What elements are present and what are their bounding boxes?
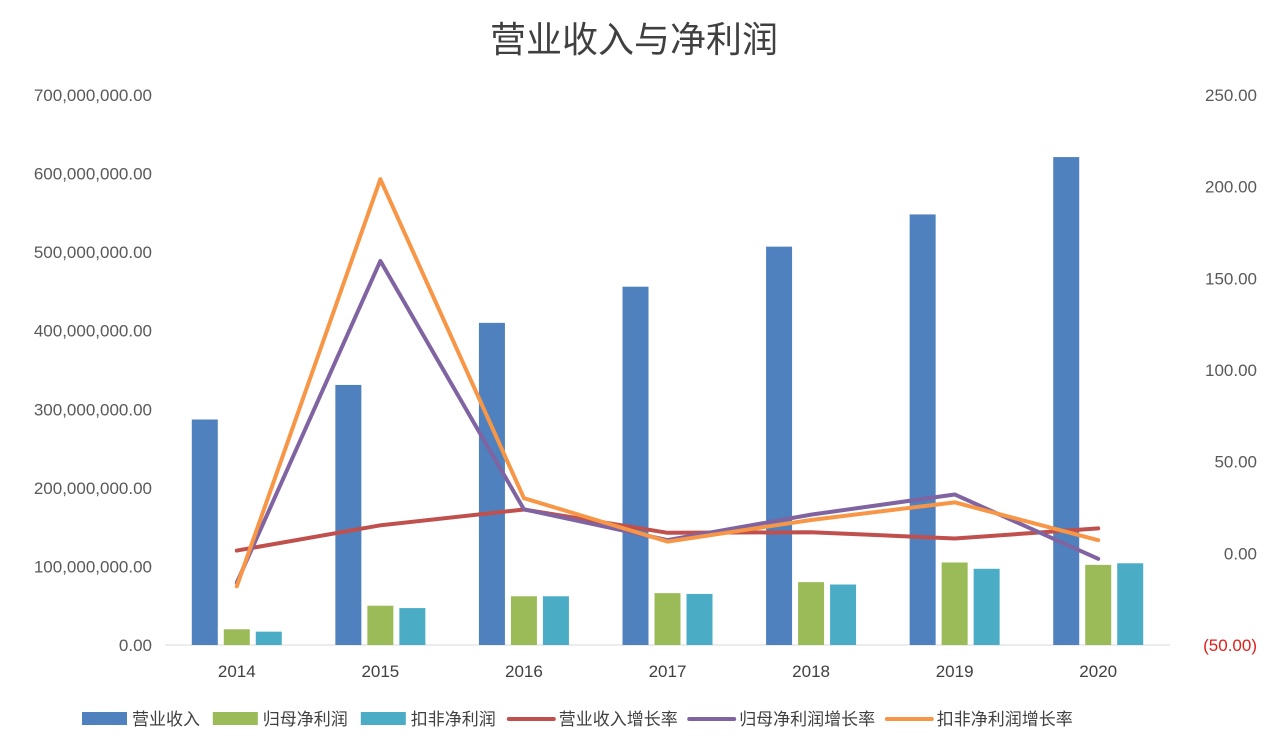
bar-1-2017 [622,286,649,645]
left-axis-tick-label: 700,000,000.00 [34,86,152,105]
bar-2-2015 [367,605,394,645]
legend-swatch-bar [212,712,258,725]
bar-1-2020 [1053,157,1080,646]
left-axis-tick-label: 500,000,000.00 [34,243,152,262]
legend-label: 归母净利润 [263,710,348,730]
x-axis-tick-label: 2015 [361,662,399,681]
legend-label: 扣非净利润 [411,710,496,730]
line-series-group [234,177,1101,589]
right-axis-tick-label: 50.00 [1214,453,1257,472]
x-axis-tick-label: 2016 [505,662,543,681]
bar-1-2015 [335,384,362,645]
legend-label: 营业收入 [132,710,200,730]
x-axis-tick-label: 2014 [218,662,256,681]
left-axis-tick-label: 0.00 [119,636,152,655]
x-axis-tick-label: 2018 [792,662,830,681]
bar-2-2018 [798,582,825,645]
legend-label: 归母净利润增长率 [739,710,875,730]
x-axis-tick-label: 2017 [649,662,687,681]
x-axis-tick-label: 2020 [1079,662,1117,681]
bar-2-2016 [510,596,537,645]
bar-2-2014 [223,629,250,645]
right-axis-tick-label: 200.00 [1205,178,1257,197]
bar-series-group [191,157,1144,646]
bar-2-2019 [941,562,968,645]
chart-title: 营业收入与净利润 [490,20,778,61]
left-axis-tick-label: 200,000,000.00 [34,479,152,498]
bar-1-2016 [478,322,505,645]
bar-1-2014 [191,419,218,645]
bar-2-2017 [654,593,681,645]
right-axis-tick-label: (50.00) [1203,636,1257,655]
bar-3-2017 [686,593,713,645]
bar-1-2018 [766,246,793,645]
left-axis-tick-label: 300,000,000.00 [34,400,152,419]
bar-2-2020 [1085,564,1112,645]
legend-swatch-bar [82,712,127,725]
left-axis-tick-label: 100,000,000.00 [34,557,152,576]
bar-3-2015 [399,608,426,645]
legend: 营业收入 归母净利润 扣非净利润 营业收入增长率 归母净利润增长率 扣非净利润增长率 [82,710,1073,730]
x-axis-tick-label: 2019 [936,662,974,681]
bar-3-2016 [542,596,569,645]
legend-label: 营业收入增长率 [559,710,678,730]
left-axis: 0.00 100,000,000.00 200,000,000.00 300,000,… [34,86,152,655]
line-series-1 [234,507,1101,553]
bar-3-2014 [255,631,282,645]
legend-swatch-bar [360,712,406,725]
right-axis-tick-label: 100.00 [1205,361,1257,380]
left-axis-tick-label: 400,000,000.00 [34,322,152,341]
right-axis: (50.00) 0.00 50.00 100.00 150.00 200.00 250.00 [1203,86,1257,655]
bar-1-2019 [909,214,936,645]
legend-label: 扣非净利润增长率 [937,710,1073,730]
left-axis-tick-label: 600,000,000.00 [34,165,152,184]
right-axis-tick-label: 0.00 [1224,544,1257,563]
bar-3-2020 [1117,563,1144,645]
bar-3-2019 [973,568,1000,645]
x-axis: 2014 2015 2016 2017 2018 2019 2020 [165,644,1170,681]
right-axis-tick-label: 250.00 [1205,86,1257,105]
right-axis-tick-label: 150.00 [1205,269,1257,288]
bar-3-2018 [830,584,857,645]
line-series-3 [234,177,1101,589]
